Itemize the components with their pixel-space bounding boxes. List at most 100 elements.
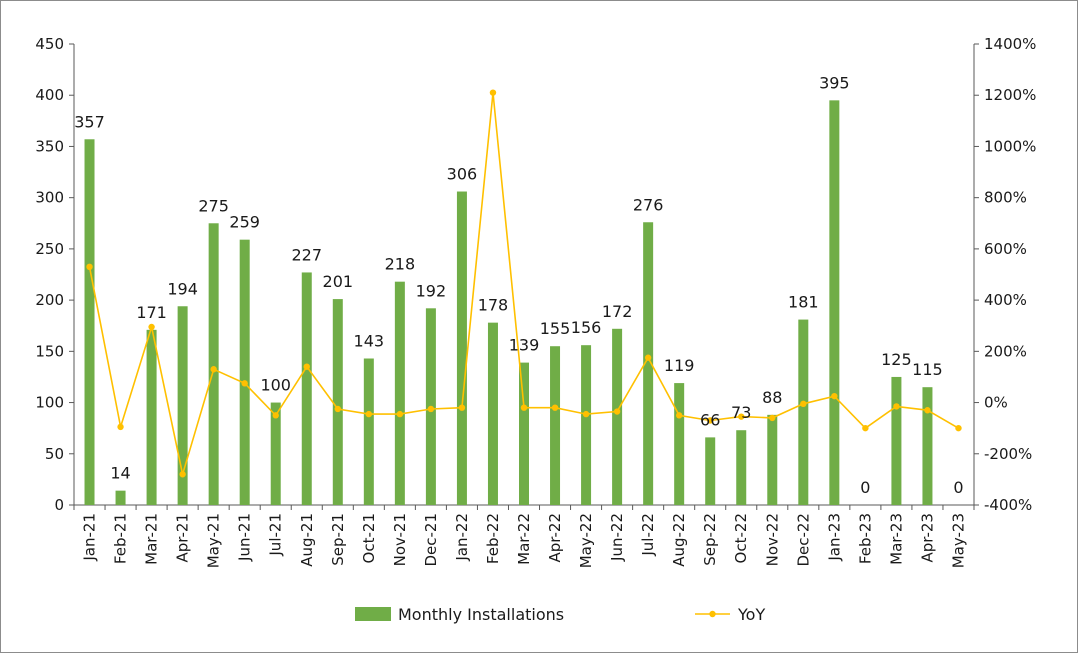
x-tick-label: Feb-21 <box>112 513 130 564</box>
bar-data-label: 73 <box>731 403 751 422</box>
yoy-point <box>924 407 931 414</box>
bar-data-label: 194 <box>167 279 198 298</box>
bar-data-label: 357 <box>74 112 105 131</box>
yoy-line <box>86 89 962 478</box>
x-tick-label: Dec-21 <box>422 513 440 567</box>
y-tick-left-label: 150 <box>35 342 64 360</box>
x-tick-label: Nov-22 <box>763 513 781 566</box>
bar <box>519 362 529 505</box>
bar <box>612 328 623 505</box>
yoy-point <box>489 89 497 96</box>
x-tick-label: Aug-22 <box>670 513 688 567</box>
y-tick-right-label: 0% <box>984 394 1008 412</box>
bar-data-label: 119 <box>664 356 695 375</box>
bar-data-label: 155 <box>540 319 571 338</box>
x-tick-label: Sep-21 <box>329 513 347 566</box>
yoy-point <box>117 423 124 431</box>
bar-data-label: 276 <box>633 195 664 214</box>
bar-data-label: 259 <box>229 213 260 232</box>
bar-data-label: 178 <box>478 296 509 315</box>
yoy-point <box>86 263 93 271</box>
yoy-point <box>458 404 466 411</box>
yoy-point <box>272 412 279 419</box>
bar-data-label: 143 <box>354 332 385 351</box>
yoy-point <box>769 414 776 422</box>
yoy-point <box>675 412 683 419</box>
bar <box>394 281 405 505</box>
yoy-point <box>396 410 404 418</box>
y-tick-left-label: 0 <box>54 496 64 514</box>
bar <box>798 319 809 505</box>
y-tick-right-label: -400% <box>984 496 1032 514</box>
bar-data-label: 0 <box>953 478 963 497</box>
y-tick-right-label: 600% <box>984 240 1027 258</box>
bar-data-label: 395 <box>819 73 850 92</box>
bar-data-label: 14 <box>110 464 130 483</box>
yoy-point <box>303 363 310 370</box>
bar-data-label: 192 <box>416 281 447 300</box>
bar <box>643 222 654 505</box>
yoy-point <box>334 405 341 413</box>
y-tick-left-label: 450 <box>35 35 64 53</box>
x-tick-label: May-22 <box>577 513 595 568</box>
x-tick-label: Mar-21 <box>143 513 161 565</box>
bar <box>767 414 778 505</box>
bar-data-label: 181 <box>788 293 819 312</box>
x-tick-label: Apr-23 <box>918 513 936 563</box>
bar <box>239 239 250 505</box>
bar <box>674 383 685 505</box>
y-tick-right-label: 400% <box>984 291 1027 309</box>
bar <box>115 490 126 505</box>
legend: Monthly Installations YoY <box>355 605 765 624</box>
bar-data-label: 156 <box>571 318 602 337</box>
yoy-point <box>644 354 652 361</box>
x-tick-label: Feb-23 <box>856 513 874 564</box>
yoy-point <box>738 413 745 420</box>
x-tick-label: Nov-21 <box>391 513 409 566</box>
x-tick-label: May-23 <box>949 513 967 568</box>
bar <box>581 345 592 505</box>
bar-data-label: 171 <box>136 303 167 322</box>
y-tick-left-label: 50 <box>45 445 64 463</box>
x-tick-label: Oct-22 <box>732 513 750 563</box>
yoy-point <box>551 404 559 411</box>
yoy-point <box>613 408 621 415</box>
bar <box>891 376 902 505</box>
legend-label-yoy: YoY <box>737 605 765 624</box>
bar-data-label: 227 <box>291 245 322 264</box>
bar <box>146 329 157 505</box>
y-tick-right-label: -200% <box>984 445 1032 463</box>
bar <box>922 387 933 505</box>
legend-label-installations: Monthly Installations <box>398 605 564 624</box>
bar-data-label: 218 <box>385 255 416 274</box>
bar <box>363 358 374 505</box>
yoy-point <box>893 403 900 410</box>
yoy-point <box>179 471 186 478</box>
x-tick-label: Jan-23 <box>825 513 843 562</box>
bar <box>487 322 498 505</box>
bar-data-label: 306 <box>447 165 478 184</box>
y-tick-right-label: 1000% <box>984 137 1036 155</box>
yoy-point <box>148 323 155 331</box>
bar <box>208 223 219 505</box>
bar-data-label: 275 <box>198 196 229 215</box>
bar-data-label: 172 <box>602 302 633 321</box>
x-tick-label: Jul-22 <box>639 513 657 557</box>
x-tick-label: Aug-21 <box>298 513 316 567</box>
bar-data-label: 115 <box>912 360 943 379</box>
bar-data-label: 100 <box>260 376 291 395</box>
bar <box>456 191 467 505</box>
x-tick-label: Apr-22 <box>546 513 564 563</box>
yoy-point <box>210 366 217 373</box>
bar <box>177 306 188 505</box>
yoy-point <box>365 410 373 418</box>
y-tick-right-label: 1200% <box>984 86 1036 104</box>
bar-data-label: 139 <box>509 336 540 355</box>
bar <box>829 100 840 505</box>
x-tick-label: Apr-21 <box>174 513 192 563</box>
bar <box>301 272 312 505</box>
yoy-point <box>707 417 714 424</box>
x-tick-label: Mar-23 <box>887 513 905 565</box>
